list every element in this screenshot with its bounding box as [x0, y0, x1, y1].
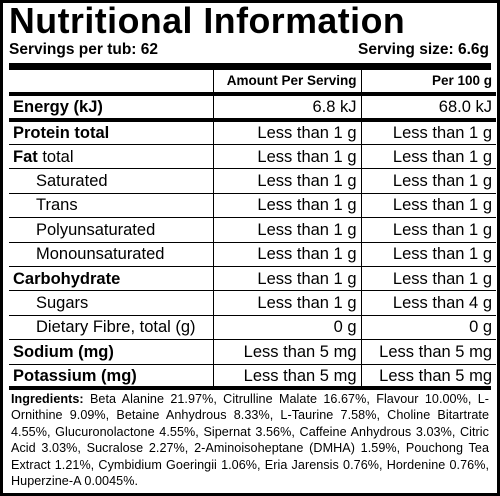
table-row-trans: Trans Less than 1 g Less than 1 g — [9, 193, 496, 218]
row-per-serving: Less than 1 g — [212, 120, 361, 145]
row-per-100g: Less than 1 g — [360, 217, 496, 243]
row-label-rest: total — [37, 147, 74, 166]
row-label: Monounsaturated — [36, 245, 165, 264]
table-row-fat: Fat total Less than 1 g Less than 1 g — [9, 144, 496, 169]
table-row-potassium: Potassium (mg) Less than 5 mg Less than … — [9, 364, 496, 389]
serving-info-row: Servings per tub: 62 Serving size: 6.6g — [9, 40, 489, 60]
row-label: Carbohydrate — [13, 269, 121, 288]
table-row-monounsaturated: Monounsaturated Less than 1 g Less than … — [9, 242, 496, 267]
row-per-100g: Less than 5 mg — [360, 364, 496, 389]
row-per-serving: Less than 1 g — [212, 168, 361, 194]
row-per-serving: 6.8 kJ — [212, 94, 361, 120]
row-per-100g: 0 g — [360, 315, 496, 340]
panel-title: Nutritional Information — [9, 0, 406, 41]
table-row-carbohydrate: Carbohydrate Less than 1 g Less than 1 g — [9, 266, 496, 291]
table-row-dietary-fibre: Dietary Fibre, total (g) 0 g 0 g — [9, 315, 496, 340]
row-label: Saturated — [36, 172, 108, 191]
row-label: Potassium (mg) — [13, 367, 137, 386]
row-label: Sodium (mg) — [13, 342, 114, 361]
header-blank — [9, 70, 213, 94]
row-per-serving: Less than 5 mg — [212, 364, 361, 389]
row-per-100g: Less than 5 mg — [360, 339, 496, 365]
row-per-serving: Less than 1 g — [212, 290, 361, 316]
row-per-serving: Less than 1 g — [212, 217, 361, 243]
row-label: Sugars — [36, 294, 89, 313]
table-row-polyunsaturated: Polyunsaturated Less than 1 g Less than … — [9, 217, 496, 243]
row-per-serving: 0 g — [212, 315, 361, 340]
ingredients-label: Ingredients: — [11, 392, 84, 406]
header-per-100g: Per 100 g — [360, 70, 496, 94]
header-per-serving: Amount Per Serving — [212, 70, 361, 94]
row-per-serving: Less than 1 g — [212, 266, 361, 291]
row-label: Energy (kJ) — [13, 98, 103, 116]
row-per-100g: Less than 1 g — [360, 266, 496, 291]
table-header-row: Amount Per Serving Per 100 g — [9, 70, 496, 94]
row-label-bold: Fat — [13, 147, 38, 166]
row-per-100g: Less than 1 g — [360, 242, 496, 267]
row-per-100g: Less than 1 g — [360, 168, 496, 194]
table-row-protein: Protein total Less than 1 g Less than 1 … — [9, 120, 496, 145]
thick-divider-bottom — [9, 386, 491, 390]
row-label: Dietary Fibre, total (g) — [36, 318, 196, 337]
row-label: Protein total — [13, 124, 110, 142]
row-per-100g: Less than 4 g — [360, 290, 496, 316]
table-row-sugars: Sugars Less than 1 g Less than 4 g — [9, 290, 496, 316]
table-row-saturated: Saturated Less than 1 g Less than 1 g — [9, 168, 496, 194]
row-per-100g: Less than 1 g — [360, 120, 496, 145]
row-label: Trans — [36, 196, 78, 215]
ingredients-text: Ingredients: Beta Alanine 21.97%, Citrul… — [11, 391, 489, 489]
row-per-serving: Less than 5 mg — [212, 339, 361, 365]
ingredients-list: Beta Alanine 21.97%, Citrulline Malate 1… — [11, 392, 489, 489]
row-per-serving: Less than 1 g — [212, 193, 361, 218]
servings-per-tub: Servings per tub: 62 — [9, 41, 159, 58]
row-label: Polyunsaturated — [36, 220, 156, 239]
row-per-serving: Less than 1 g — [212, 242, 361, 267]
thick-divider-top — [9, 63, 491, 70]
row-per-serving: Less than 1 g — [212, 144, 361, 169]
row-label: Fat total — [9, 145, 213, 169]
serving-size: Serving size: 6.6g — [358, 41, 489, 58]
row-per-100g: Less than 1 g — [360, 193, 496, 218]
table-row-sodium: Sodium (mg) Less than 5 mg Less than 5 m… — [9, 339, 496, 365]
nutrition-table: Amount Per Serving Per 100 g Energy (kJ)… — [9, 70, 496, 389]
row-per-100g: Less than 1 g — [360, 144, 496, 169]
row-per-100g: 68.0 kJ — [360, 94, 496, 120]
table-row-energy: Energy (kJ) 6.8 kJ 68.0 kJ — [9, 94, 496, 120]
